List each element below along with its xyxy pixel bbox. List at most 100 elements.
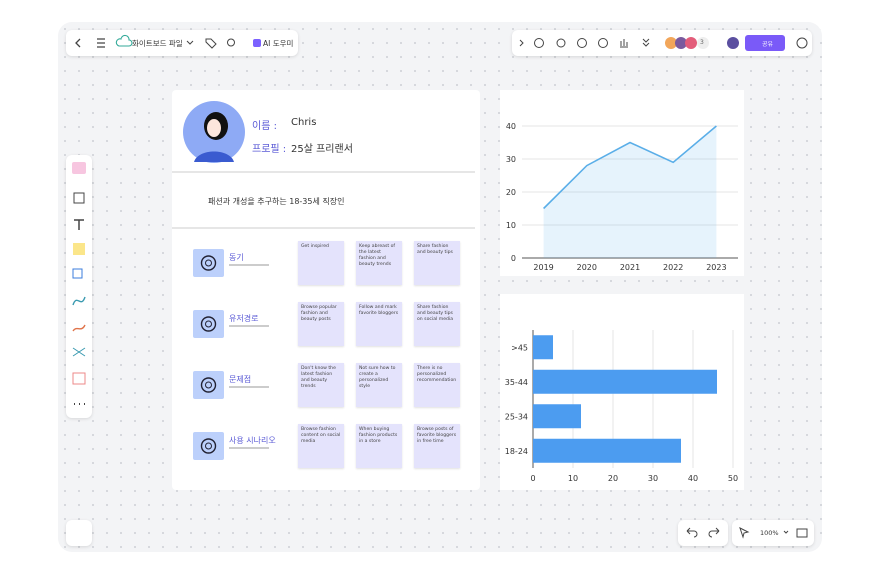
mindmap-tool[interactable] <box>72 347 86 357</box>
connector-tool[interactable] <box>72 296 86 306</box>
profile: 25살 프리랜서 <box>291 144 353 155</box>
sticky-note: Browse posts of favorite bloggers in fre… <box>414 424 460 468</box>
shape-tool[interactable] <box>72 268 83 279</box>
row-icon <box>193 249 224 277</box>
text-tool[interactable] <box>74 219 84 230</box>
ai-button[interactable]: AI 도우미 <box>263 39 294 48</box>
row-title: 유저경로 <box>229 314 259 323</box>
expand-icon[interactable] <box>519 39 524 47</box>
glyph <box>205 259 212 267</box>
x-tick-label: 20 <box>608 474 618 483</box>
undo-redo <box>678 520 728 546</box>
pen-tool[interactable] <box>72 324 86 332</box>
avatar-face <box>207 119 221 137</box>
line <box>543 125 717 210</box>
sticky-note: Not sure how to create a personalized st… <box>356 363 402 407</box>
sticky-note: Share fashion and beauty tips on social … <box>414 302 460 346</box>
more-icon[interactable] <box>642 38 650 47</box>
sticky-note: Don't know the latest fashion and beauty… <box>298 363 344 407</box>
line-area <box>543 126 717 258</box>
minimap-button[interactable] <box>66 520 92 546</box>
pointer-icon[interactable] <box>739 527 750 539</box>
zoom-bar: 100% <box>732 520 814 546</box>
collaborator-count: 3 <box>700 39 704 46</box>
persona-card: 이름 : Chris 프로필 : 25살 프리랜서 패션과 개성을 추구하는 1… <box>172 90 480 490</box>
row-icon <box>193 310 224 338</box>
x-tick-label: 2022 <box>663 263 683 272</box>
x-tick-label: 2020 <box>577 263 597 272</box>
row-subtitle-line <box>229 447 269 449</box>
zoom-icons <box>739 527 808 539</box>
timer-icon[interactable] <box>598 38 608 48</box>
top-left-toolbar: 화이트보드 파일 AI 도우미 <box>66 30 298 56</box>
undo[interactable] <box>686 527 698 538</box>
glyph <box>205 442 212 450</box>
frame-tool[interactable] <box>73 192 85 204</box>
sticky-note: Keep abreast of the latest fashion and b… <box>356 241 402 285</box>
bar <box>533 438 681 463</box>
x-tick-label: 2019 <box>533 263 553 272</box>
line-chart-card <box>500 90 744 276</box>
y-tick-label: 20 <box>506 188 516 197</box>
avatar-count-bg <box>697 37 709 49</box>
sticky-note: Get inspired <box>298 241 344 285</box>
profile-label: 프로필 : <box>252 144 287 155</box>
row-subtitle-line <box>229 386 269 388</box>
row-subtitle-line <box>229 325 269 327</box>
name-label: 이름 : <box>252 121 277 132</box>
y-tick-label: 10 <box>506 221 516 230</box>
toolbar-icons <box>519 35 808 51</box>
cloud-icon <box>115 34 133 47</box>
avatar <box>665 37 677 49</box>
x-tick-label: 40 <box>688 474 698 483</box>
map-icon[interactable] <box>796 528 808 538</box>
reaction-icon[interactable] <box>556 38 566 48</box>
share-button-bg[interactable] <box>745 35 785 51</box>
y-tick-label: 25-34 <box>505 412 528 421</box>
row-title: 동기 <box>229 253 244 262</box>
bar <box>533 404 581 429</box>
sticky-note: Browse popular fashion and beauty posts <box>298 302 344 346</box>
share-button[interactable]: 공유 <box>762 41 774 48</box>
sticky-note: Browse fashion content on social media <box>298 424 344 468</box>
x-tick-label: 50 <box>728 474 738 483</box>
menu-icon[interactable] <box>97 38 105 48</box>
ai-icon <box>253 39 261 47</box>
row-title: 사용 시나리오 <box>229 436 276 445</box>
sticky-note: When buying fashion products in a store <box>356 424 402 468</box>
glyph <box>200 255 217 271</box>
row-glyph <box>200 438 217 454</box>
sticky-tool[interactable] <box>73 243 85 255</box>
glyph <box>200 438 217 454</box>
dropdown-icon[interactable] <box>186 40 194 45</box>
search-icon[interactable] <box>227 38 235 47</box>
redo[interactable] <box>708 527 720 538</box>
avatar <box>675 37 687 49</box>
play-icon[interactable] <box>534 38 544 48</box>
table-tool[interactable] <box>72 372 86 385</box>
template-tool[interactable] <box>72 162 86 174</box>
row-glyph <box>200 255 217 271</box>
sticky-note: Share fashion and beauty tips <box>414 241 460 285</box>
glyph <box>200 377 217 393</box>
undo-redo-icons <box>686 527 720 538</box>
avatar-body <box>194 151 234 162</box>
tag-icon[interactable] <box>205 38 217 49</box>
back-icon[interactable] <box>75 38 81 48</box>
y-tick-label: 0 <box>511 254 516 263</box>
x-tick-label: 30 <box>648 474 658 483</box>
x-tick-label: 0 <box>530 474 535 483</box>
zoom-dropdown[interactable] <box>783 530 789 534</box>
my-avatar <box>727 37 739 49</box>
zoom-level[interactable]: 100% <box>760 529 779 537</box>
help-icon[interactable] <box>796 37 808 49</box>
chart-icon[interactable] <box>620 39 628 48</box>
comment-icon[interactable] <box>577 38 587 48</box>
file-name[interactable]: 화이트보드 파일 <box>132 39 183 48</box>
x-tick-label: 10 <box>568 474 578 483</box>
row-icon <box>193 432 224 460</box>
y-tick-label: >45 <box>511 343 528 352</box>
sticky-note: There is no personalized recommendation <box>414 363 460 407</box>
